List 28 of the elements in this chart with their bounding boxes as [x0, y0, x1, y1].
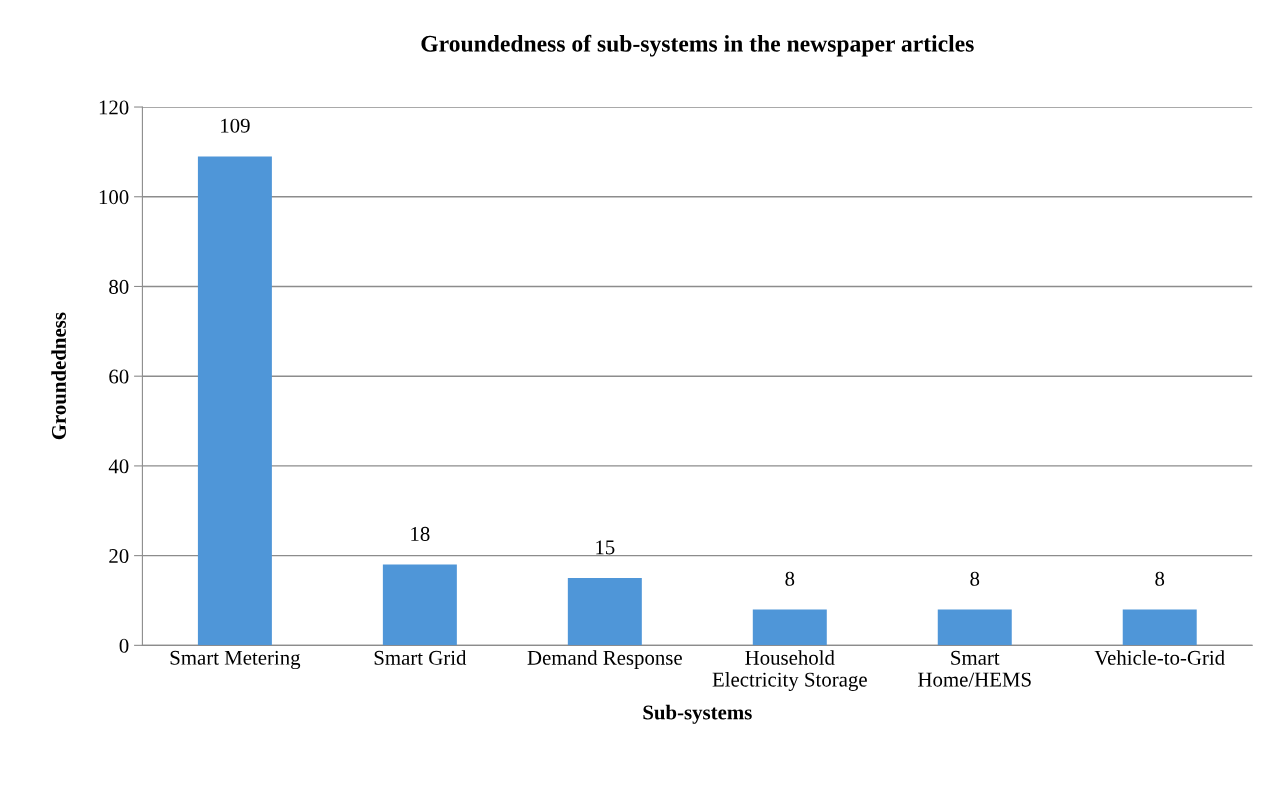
y-tick-label: 20 [109, 549, 129, 564]
bar [937, 609, 1012, 646]
data-label: 15 [596, 540, 615, 555]
data-label: 8 [1155, 571, 1165, 586]
y-tick-label: 100 [99, 190, 129, 205]
data-label: 8 [785, 571, 795, 586]
x-tick-label: Smart Metering [170, 650, 301, 670]
y-tick-label: 120 [99, 100, 129, 115]
bar [567, 578, 642, 646]
y-tick-label: 60 [109, 369, 129, 384]
y-tick-label: 0 [119, 638, 129, 653]
x-tick-label: Smart Grid [374, 650, 467, 665]
y-tick-label: 40 [108, 459, 129, 474]
bar [382, 564, 457, 646]
data-label: 8 [970, 571, 980, 586]
data-label: 18 [411, 526, 430, 541]
bar [1122, 609, 1197, 646]
x-tick-label: Smart Home/HEMS [918, 650, 1031, 687]
bar [752, 609, 827, 646]
bar [197, 156, 272, 646]
y-tick-label: 80 [109, 279, 129, 294]
chart-title: Groundedness of sub-systems in the newspaper articles [421, 34, 974, 57]
data-label: 109 [221, 118, 250, 133]
x-axis-title: Sub-systems [643, 704, 752, 724]
y-axis-title: Groundedness [51, 312, 67, 440]
x-tick-label: Vehicle-to-Grid [1094, 650, 1225, 665]
x-tick-label: Demand Response [527, 650, 682, 670]
x-tick-label: Household Electricity Storage [712, 650, 867, 691]
